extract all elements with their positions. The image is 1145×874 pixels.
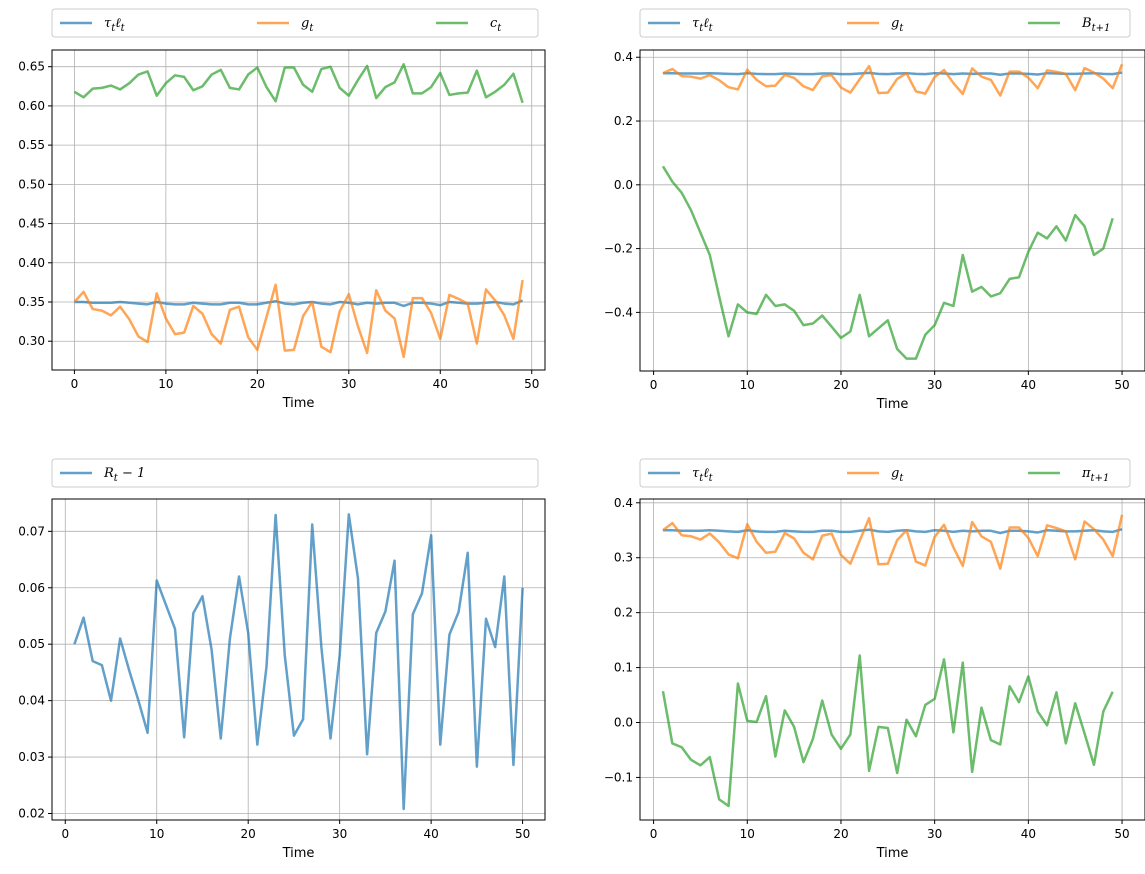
legend: τtℓt gt Bt+1: [639, 8, 1131, 38]
series-line-2: [662, 514, 1124, 570]
y-tick-label: 0.07: [18, 524, 45, 538]
y-tick-label: 0.55: [18, 138, 45, 152]
legend: τtℓt gt πt+1: [639, 458, 1131, 488]
y-tick-label: 0.04: [18, 694, 45, 708]
y-tick-label: −0.4: [604, 305, 633, 319]
x-tick-label: 50: [1114, 378, 1129, 392]
series-line-1: [74, 299, 524, 308]
x-tick-label: 40: [423, 827, 438, 841]
x-axis-label: Time: [282, 396, 315, 411]
y-tick-label: 0.2: [614, 606, 633, 620]
x-tick-label: 10: [149, 827, 164, 841]
axes-frame: [51, 49, 546, 371]
series-line-1: [662, 527, 1123, 535]
series-line-3: [73, 63, 524, 104]
legend-label: τtℓt: [692, 466, 714, 484]
subplot-3: 0 10 20 30 40 50 0.02 0.03 0.04 0.05 0.06 0.07 Time R…: [18, 458, 546, 861]
x-axis-label: Time: [876, 397, 909, 412]
legend-box: [51, 458, 539, 488]
x-tick-label: 10: [740, 378, 755, 392]
y-tick-label: −0.1: [604, 770, 633, 784]
y-tick-label: 0.3: [614, 551, 633, 565]
x-tick-label: 50: [1114, 827, 1129, 841]
x-tick-label: 30: [927, 378, 942, 392]
y-tick-label: 0.4: [614, 50, 633, 64]
x-axis-label: Time: [282, 846, 315, 861]
y-tick-label: 0.65: [18, 60, 45, 74]
legend-label: τtℓt: [104, 16, 126, 34]
subplot-4: 0 10 20 30 40 50 −0.1 0.0 0.1 0.2 0.3 0.4 Time τtℓt gt…: [604, 458, 1145, 861]
legend-label: gt: [891, 466, 904, 484]
legend-label: gt: [301, 16, 314, 34]
legend-label: τtℓt: [692, 16, 714, 34]
axes-frame: [639, 498, 1145, 821]
series-line-1: [662, 71, 1123, 77]
x-tick-label: 20: [833, 378, 848, 392]
legend-label: Rt − 1: [103, 466, 145, 484]
y-tick-label: 0.30: [18, 334, 45, 348]
y-tick-label: 0.45: [18, 217, 45, 231]
x-tick-label: 50: [524, 377, 539, 391]
series-line-3: [661, 654, 1114, 808]
x-tick-label: 0: [71, 377, 79, 391]
x-tick-label: 40: [433, 377, 448, 391]
series-line-2: [73, 279, 524, 359]
y-tick-label: 0.1: [614, 661, 633, 675]
y-tick-label: 0.4: [614, 496, 633, 510]
x-axis-label: Time: [876, 846, 909, 861]
x-tick-label: 50: [515, 827, 530, 841]
series-line-2: [662, 63, 1124, 97]
legend-box: [639, 458, 1131, 488]
y-tick-label: 0.40: [18, 256, 45, 270]
x-tick-label: 30: [332, 827, 347, 841]
y-tick-label: 0.50: [18, 177, 45, 191]
x-tick-label: 40: [1021, 827, 1036, 841]
axes-frame: [51, 498, 546, 821]
x-tick-label: 0: [650, 378, 658, 392]
y-tick-label: 0.06: [18, 581, 45, 595]
x-tick-label: 10: [158, 377, 173, 391]
series-line-1: [73, 513, 524, 811]
x-tick-label: 30: [927, 827, 942, 841]
subplot-2: 0 10 20 30 40 50 −0.4 −0.2 0.0 0.2 0.4 Time τtℓt gt Bt…: [604, 8, 1145, 412]
x-tick-label: 0: [61, 827, 69, 841]
legend-box: [51, 8, 539, 38]
subplot-1: 0 10 20 30 40 50 0.30 0.35 0.40 0.45 0.50 0.55 0.60 0…: [18, 8, 546, 411]
legend-label: ct: [490, 16, 502, 34]
series-line-3: [661, 165, 1114, 360]
legend: Rt − 1: [51, 458, 539, 488]
legend: τtℓt gt ct: [51, 8, 539, 38]
legend-label: πt+1: [1081, 466, 1109, 484]
x-tick-label: 20: [250, 377, 265, 391]
x-tick-label: 40: [1021, 378, 1036, 392]
y-tick-label: 0.03: [18, 750, 45, 764]
x-tick-label: 20: [833, 827, 848, 841]
x-tick-label: 30: [341, 377, 356, 391]
x-tick-label: 10: [740, 827, 755, 841]
y-tick-label: 0.60: [18, 99, 45, 113]
y-tick-label: 0.2: [614, 114, 633, 128]
y-tick-label: 0.05: [18, 637, 45, 651]
x-tick-label: 0: [650, 827, 658, 841]
legend-box: [639, 8, 1131, 38]
y-tick-label: 0.35: [18, 295, 45, 309]
y-tick-label: 0.0: [614, 178, 633, 192]
x-tick-label: 20: [241, 827, 256, 841]
y-tick-label: 0.0: [614, 716, 633, 730]
axes-frame: [639, 49, 1145, 372]
legend-label: gt: [891, 16, 904, 34]
y-tick-label: −0.2: [604, 242, 633, 256]
y-tick-label: 0.02: [18, 807, 45, 821]
legend-label: Bt+1: [1081, 16, 1110, 34]
